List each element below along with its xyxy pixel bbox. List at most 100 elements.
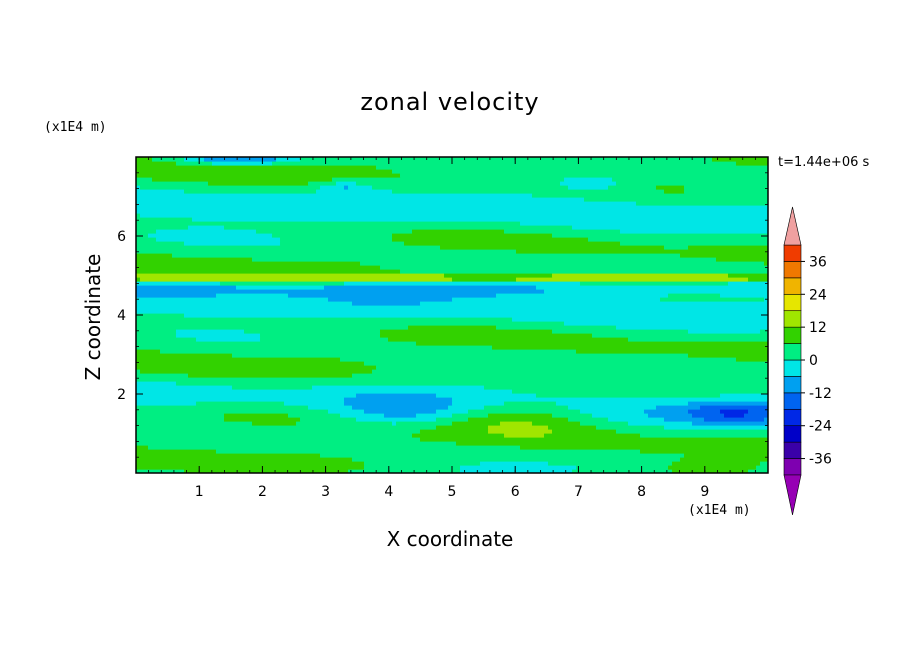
- field-cell: [136, 217, 193, 222]
- field-cell: [372, 185, 569, 190]
- field-cell: [136, 157, 153, 162]
- field-cell: [552, 429, 617, 434]
- field-cell: [520, 221, 768, 226]
- field-cell: [136, 305, 768, 310]
- y-ticks: 2 4 6: [117, 172, 768, 458]
- field-cell: [672, 461, 761, 466]
- field-cell: [644, 409, 689, 414]
- x-ticks: 1 2 3 4 5 6 7 8 9: [148, 157, 769, 500]
- field-cell: [232, 353, 689, 358]
- field-cell: [136, 441, 457, 446]
- field-cell: [544, 289, 768, 294]
- field-cell: [364, 361, 768, 366]
- field-cell: [544, 433, 641, 438]
- field-cell: [684, 453, 768, 458]
- field-cell: [548, 425, 597, 430]
- field-cell: [252, 257, 717, 262]
- field-cell: [296, 421, 393, 426]
- field-cell: [148, 233, 273, 238]
- field-cell: [284, 401, 345, 406]
- field-cell: [184, 157, 205, 162]
- field-cell: [272, 233, 393, 238]
- field-cell: [392, 189, 665, 194]
- field-cell: [460, 465, 577, 470]
- field-cell: [764, 261, 768, 266]
- field-cell: [440, 245, 665, 250]
- field-cell: [136, 265, 381, 270]
- field-cell: [256, 229, 413, 234]
- x-tick-label: 5: [448, 484, 457, 500]
- colorbar-tick-label: -12: [809, 386, 832, 402]
- field-cell: [176, 161, 213, 166]
- field-cell: [468, 409, 581, 414]
- field-cell: [516, 277, 749, 282]
- field-cell: [668, 465, 757, 470]
- field-cell: [204, 157, 277, 162]
- field-cell: [364, 461, 481, 466]
- colorbar-over-arrow: [783, 206, 802, 246]
- field-cell: [684, 189, 768, 194]
- field-cell: [136, 461, 365, 466]
- field-cell: [136, 381, 177, 386]
- field-cell: [452, 401, 505, 406]
- field-cell: [136, 225, 189, 230]
- field-cell: [136, 221, 521, 226]
- field-cell: [392, 233, 553, 238]
- field-cell: [520, 445, 768, 450]
- field-cell: [160, 349, 577, 354]
- field-cell: [136, 297, 329, 302]
- field-cell: [220, 281, 345, 286]
- field-cell: [640, 433, 768, 438]
- field-cell: [340, 357, 737, 362]
- field-cell: [380, 265, 768, 270]
- x-axis-label: X coordinate: [386, 527, 514, 551]
- field-cell: [136, 449, 217, 454]
- field-cell: [580, 409, 645, 414]
- field-cell: [140, 369, 373, 374]
- field-cell: [680, 457, 768, 462]
- field-cell: [184, 469, 349, 473]
- field-cell: [352, 405, 449, 410]
- field-cell: [680, 253, 768, 258]
- field-cell: [136, 333, 177, 338]
- x-tick-label: 7: [574, 484, 583, 500]
- time-label: t=1.44e+06 s: [778, 155, 870, 170]
- field-cell: [356, 417, 437, 422]
- field-cell: [260, 337, 389, 342]
- field-cell: [348, 185, 373, 190]
- colorbar-segment: [783, 310, 802, 328]
- field-cell: [356, 181, 561, 186]
- field-cell: [456, 441, 768, 446]
- field-cell: [136, 313, 185, 318]
- field-cell: [436, 417, 469, 422]
- field-cell: [488, 429, 553, 434]
- field-cell: [136, 385, 233, 390]
- field-cell: [140, 213, 768, 218]
- field-cell: [352, 373, 768, 378]
- field-cell: [352, 301, 421, 306]
- field-cell: [136, 429, 421, 434]
- field-cell: [608, 417, 665, 422]
- colorbar-tick-label: 12: [809, 320, 827, 336]
- field-cell: [344, 397, 453, 402]
- field-cell: [728, 273, 768, 278]
- field-cell: [364, 465, 461, 470]
- field-cell: [720, 293, 768, 298]
- field-cell: [700, 405, 768, 410]
- field-cell: [136, 233, 149, 238]
- field-cell: [616, 325, 768, 330]
- field-cell: [420, 301, 768, 306]
- colorbar-tick-label: -24: [809, 419, 832, 435]
- field-cell: [136, 229, 157, 234]
- field-cell: [136, 457, 353, 462]
- field-cell: [712, 157, 768, 162]
- z-unit-label: (x1E4 m): [44, 120, 107, 135]
- field-cell: [136, 357, 341, 362]
- field-cell: [444, 273, 553, 278]
- field-cell: [136, 209, 768, 214]
- field-cell: [532, 193, 768, 198]
- field-cell: [692, 421, 768, 426]
- field-cell: [252, 421, 297, 426]
- field-cell: [136, 241, 185, 246]
